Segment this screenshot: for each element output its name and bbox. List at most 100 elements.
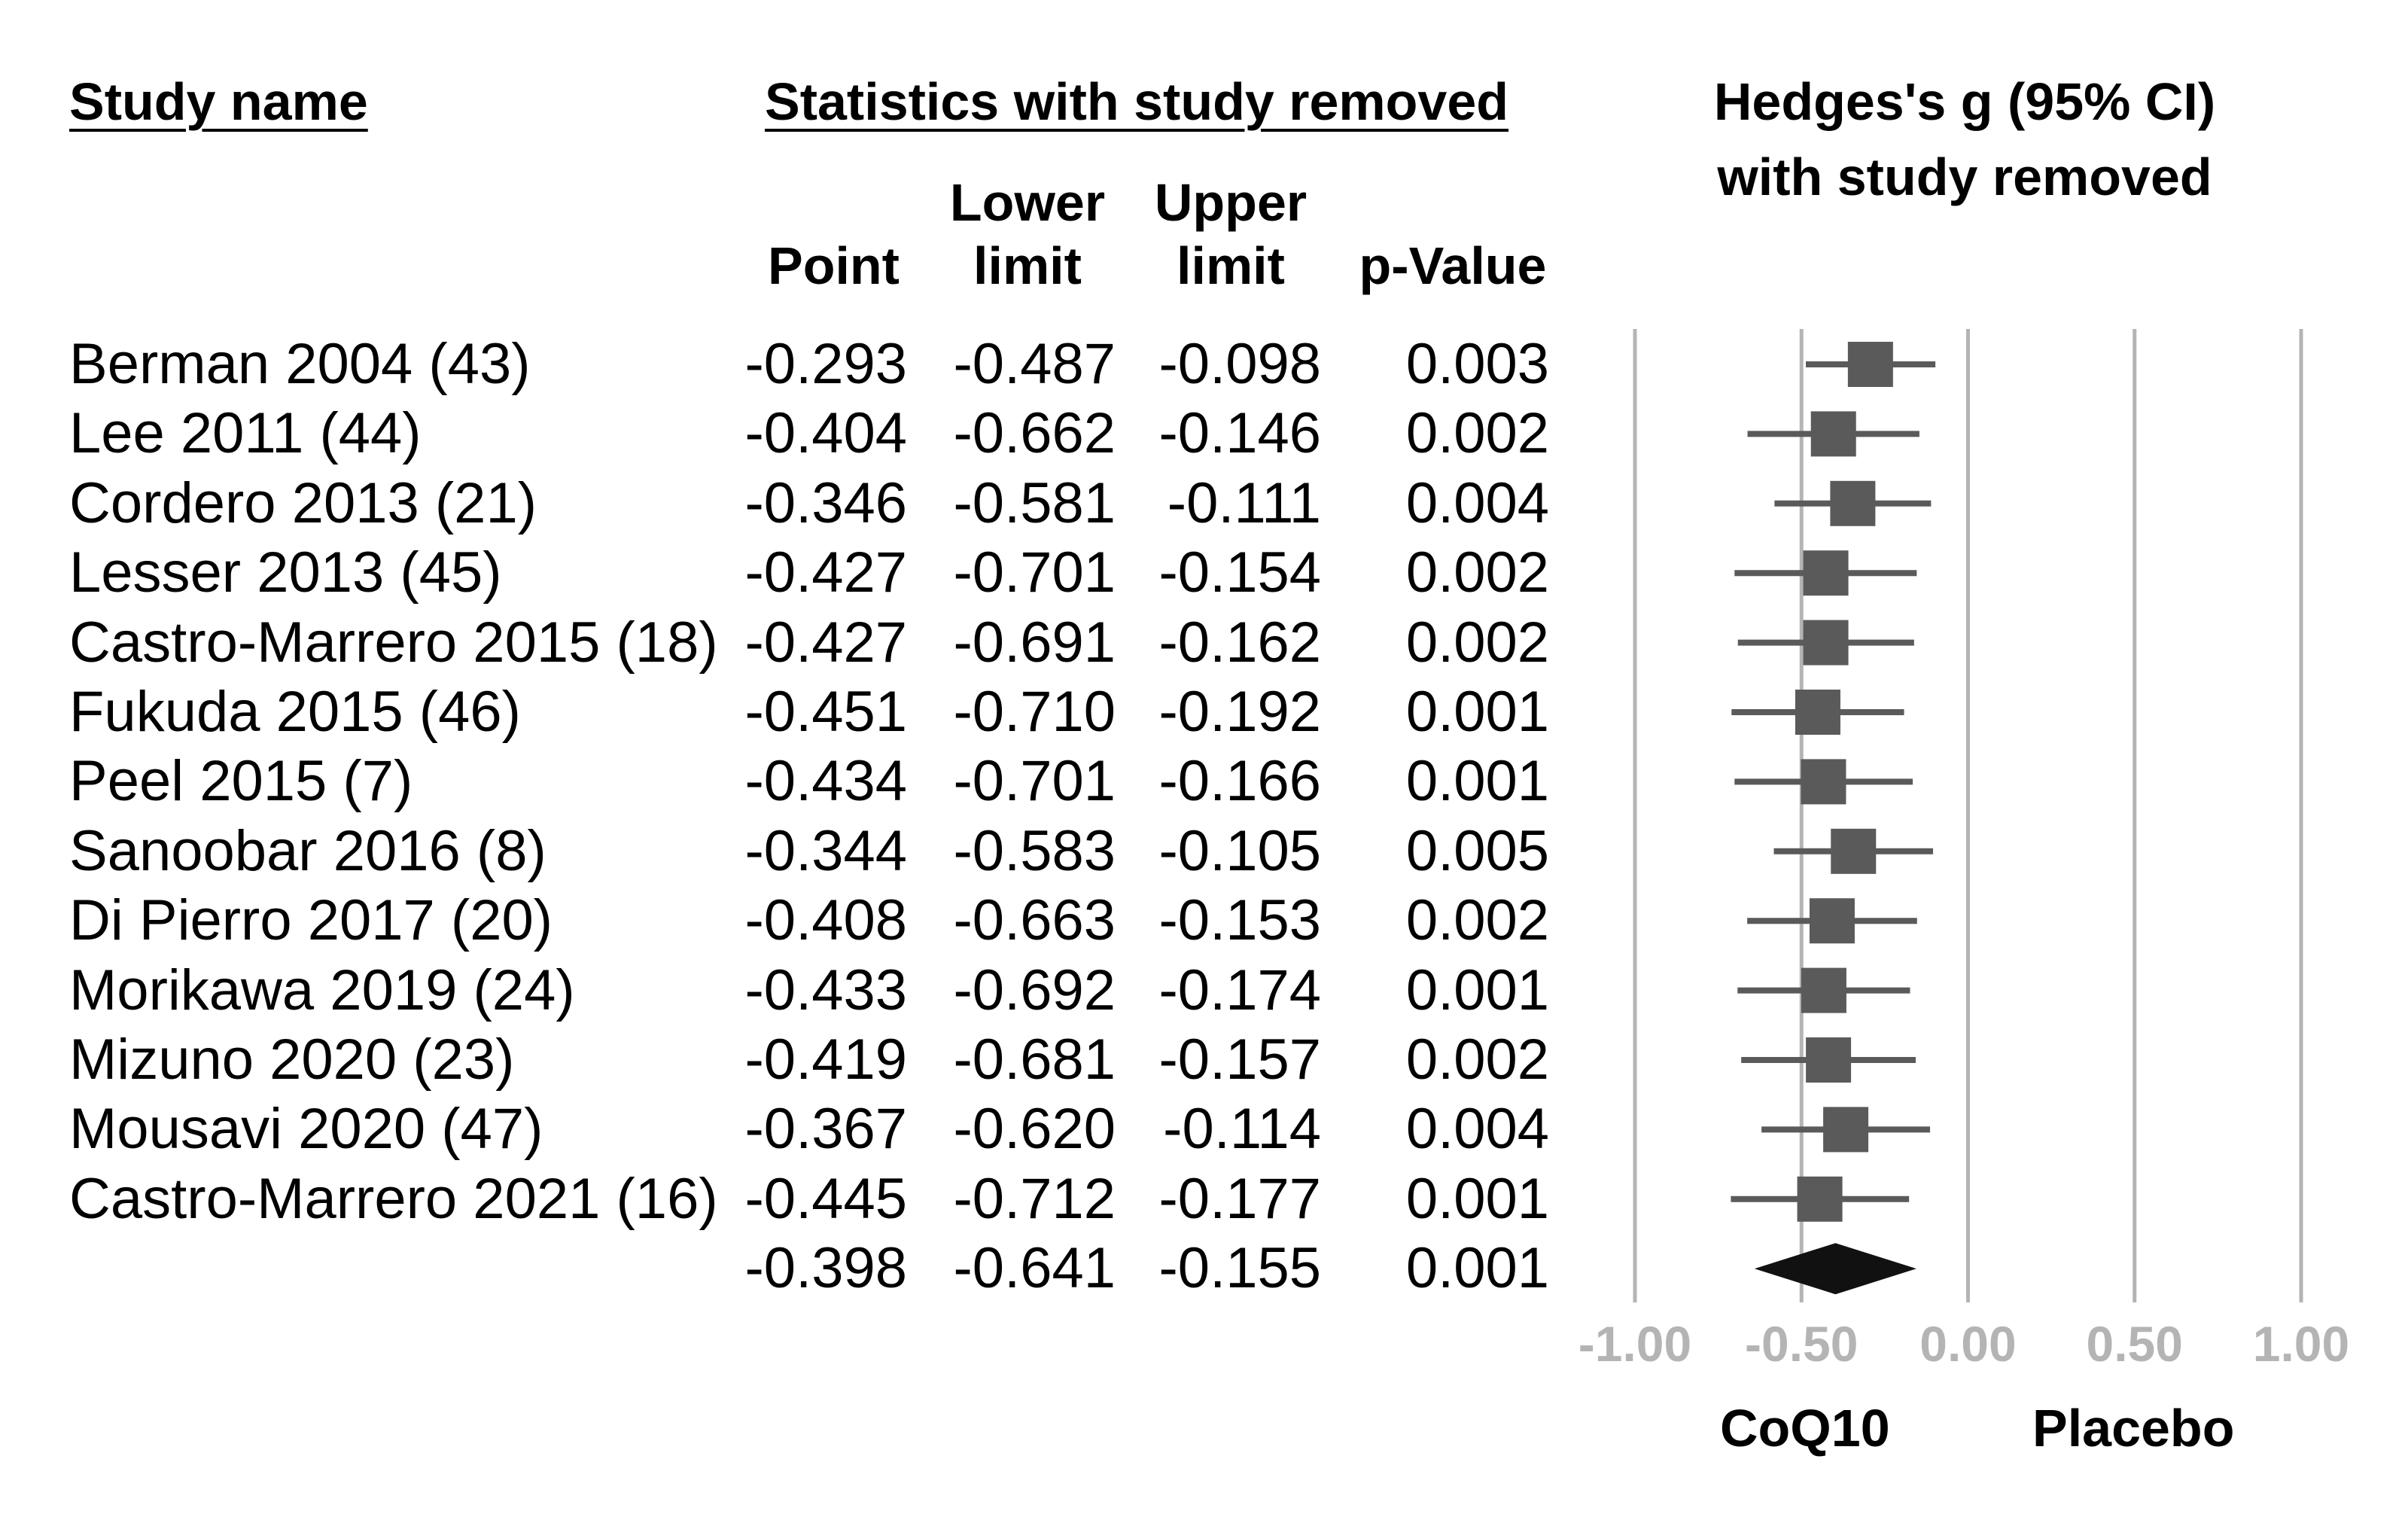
p-value: 0.003 xyxy=(1405,332,1549,396)
summary-diamond xyxy=(1754,1243,1916,1295)
study-name: Lee 2011 (44) xyxy=(69,401,422,465)
header-lower-top: Lower xyxy=(949,173,1106,232)
lower-limit-value: -0.663 xyxy=(953,888,1116,952)
header-study-name: Study name xyxy=(69,72,368,131)
point-value: -0.293 xyxy=(744,332,908,396)
lower-limit-value: -0.681 xyxy=(953,1028,1116,1092)
upper-limit-value: -0.114 xyxy=(1163,1097,1321,1161)
lower-limit-value: -0.583 xyxy=(953,819,1116,883)
upper-limit-value: -0.146 xyxy=(1158,401,1322,465)
point-value: -0.445 xyxy=(744,1167,908,1231)
upper-limit-value: -0.153 xyxy=(1158,888,1322,952)
p-value: 0.002 xyxy=(1405,1028,1549,1092)
point-marker xyxy=(1810,411,1856,457)
point-marker xyxy=(1803,550,1849,596)
summary-p-value: 0.001 xyxy=(1405,1236,1549,1300)
point-marker xyxy=(1801,967,1846,1013)
p-value: 0.001 xyxy=(1405,1167,1549,1231)
point-value: -0.344 xyxy=(744,819,908,883)
p-value: 0.001 xyxy=(1405,749,1549,813)
upper-limit-value: -0.154 xyxy=(1158,541,1322,605)
point-marker xyxy=(1831,828,1877,874)
point-value: -0.367 xyxy=(744,1097,908,1161)
point-value: -0.433 xyxy=(744,958,908,1022)
study-name: Sanoobar 2016 (8) xyxy=(69,819,546,883)
point-marker xyxy=(1847,342,1893,387)
upper-limit-value: -0.105 xyxy=(1158,819,1322,883)
point-value: -0.434 xyxy=(744,749,908,813)
p-value: 0.002 xyxy=(1405,611,1549,675)
header-upper-bottom: limit xyxy=(1177,236,1285,295)
upper-limit-value: -0.192 xyxy=(1158,680,1322,744)
study-name: Mizuno 2020 (23) xyxy=(69,1028,515,1092)
lower-limit-value: -0.581 xyxy=(953,471,1116,535)
point-value: -0.408 xyxy=(744,888,908,952)
lower-limit-value: -0.701 xyxy=(953,541,1116,605)
point-marker xyxy=(1809,898,1855,944)
lower-limit-value: -0.691 xyxy=(953,611,1116,675)
point-marker xyxy=(1795,690,1840,735)
study-name: Lesser 2013 (45) xyxy=(69,541,502,605)
point-value: -0.451 xyxy=(744,680,908,744)
upper-limit-value: -0.166 xyxy=(1158,749,1322,813)
point-marker xyxy=(1797,1176,1843,1222)
point-marker xyxy=(1823,1107,1869,1153)
study-name: Cordero 2013 (21) xyxy=(69,471,537,535)
p-value: 0.004 xyxy=(1405,471,1549,535)
point-marker xyxy=(1830,480,1876,526)
lower-limit-value: -0.701 xyxy=(953,749,1116,813)
lower-limit-value: -0.487 xyxy=(953,332,1116,396)
p-value: 0.002 xyxy=(1405,888,1549,952)
p-value: 0.001 xyxy=(1405,680,1549,744)
study-name: Castro-Marrero 2015 (18) xyxy=(69,611,718,675)
favours-right-label: Placebo xyxy=(2032,1399,2235,1457)
p-value: 0.002 xyxy=(1405,541,1549,605)
point-value: -0.427 xyxy=(744,541,908,605)
x-tick-label: 1.00 xyxy=(2252,1316,2350,1372)
point-value: -0.346 xyxy=(744,471,908,535)
p-value: 0.004 xyxy=(1405,1097,1549,1161)
upper-limit-value: -0.157 xyxy=(1158,1028,1322,1092)
point-value: -0.427 xyxy=(744,611,908,675)
favours-left-label: CoQ10 xyxy=(1720,1399,1890,1457)
summary-upper-limit-value: -0.155 xyxy=(1158,1236,1322,1300)
study-name: Morikawa 2019 (24) xyxy=(69,958,575,1022)
x-tick-label: -1.00 xyxy=(1578,1316,1692,1372)
point-marker xyxy=(1803,620,1849,666)
lower-limit-value: -0.692 xyxy=(953,958,1116,1022)
header-upper-top: Upper xyxy=(1154,173,1308,232)
header-statistics-group: Statistics with study removed xyxy=(765,72,1509,131)
p-value: 0.005 xyxy=(1405,819,1549,883)
point-marker xyxy=(1801,759,1846,805)
plot-title-line1: Hedges's g (95% CI) xyxy=(1713,72,2216,131)
study-name: Di Pierro 2017 (20) xyxy=(69,888,553,952)
header-pvalue: p-Value xyxy=(1359,236,1547,295)
upper-limit-value: -0.111 xyxy=(1167,471,1321,535)
lower-limit-value: -0.712 xyxy=(953,1167,1116,1231)
p-value: 0.002 xyxy=(1405,401,1549,465)
upper-limit-value: -0.177 xyxy=(1158,1167,1322,1231)
x-tick-label: 0.00 xyxy=(1919,1316,2017,1372)
study-name: Mousavi 2020 (47) xyxy=(69,1097,543,1161)
study-name: Berman 2004 (43) xyxy=(69,332,531,396)
x-tick-label: 0.50 xyxy=(2086,1316,2183,1372)
study-name: Castro-Marrero 2021 (16) xyxy=(69,1167,718,1231)
upper-limit-value: -0.162 xyxy=(1158,611,1322,675)
upper-limit-value: -0.098 xyxy=(1158,332,1322,396)
lower-limit-value: -0.620 xyxy=(953,1097,1116,1161)
summary-lower-limit-value: -0.641 xyxy=(953,1236,1116,1300)
upper-limit-value: -0.174 xyxy=(1158,958,1322,1022)
plot-title-line2: with study removed xyxy=(1717,148,2212,206)
lower-limit-value: -0.710 xyxy=(953,680,1116,744)
study-name: Fukuda 2015 (46) xyxy=(69,680,521,744)
lower-limit-value: -0.662 xyxy=(953,401,1116,465)
point-value: -0.419 xyxy=(744,1028,908,1092)
point-marker xyxy=(1806,1037,1852,1083)
point-value: -0.404 xyxy=(744,401,908,465)
summary-point-value: -0.398 xyxy=(744,1236,908,1300)
x-tick-label: -0.50 xyxy=(1745,1316,1859,1372)
header-lower-bottom: limit xyxy=(973,236,1082,295)
p-value: 0.001 xyxy=(1405,958,1549,1022)
study-name: Peel 2015 (7) xyxy=(69,749,413,813)
